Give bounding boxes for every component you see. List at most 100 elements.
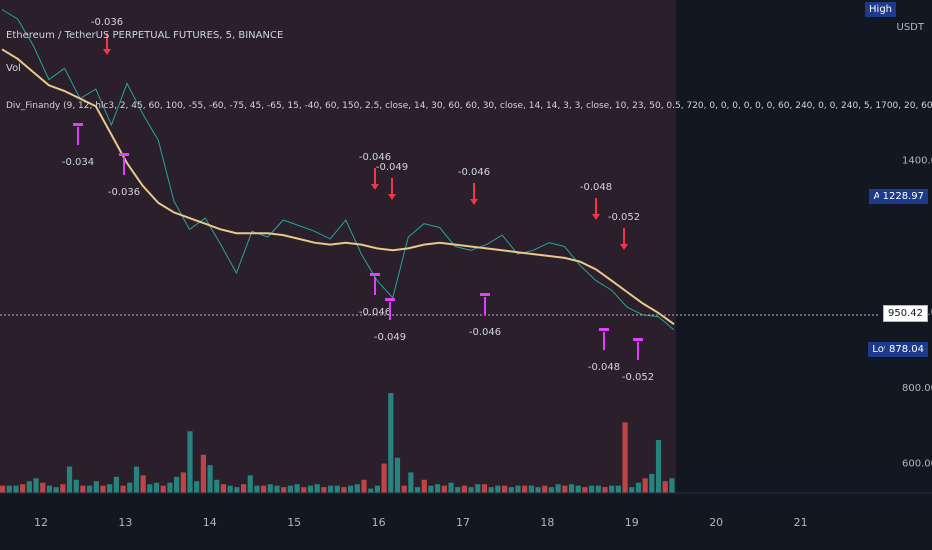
avg-tag-value: 1228.97: [878, 189, 928, 204]
moving-average-line: [1, 48, 675, 326]
volume-bar: [441, 485, 447, 493]
volume-bar: [655, 440, 662, 493]
x-tick-label: 13: [118, 516, 132, 529]
volume-bar: [535, 487, 541, 493]
signal-sell[interactable]: -0.052: [608, 212, 640, 250]
volume-bar: [73, 479, 79, 493]
signal-label: -0.046: [359, 307, 391, 318]
signal-label: -0.036: [91, 17, 123, 28]
signal-buy[interactable]: -0.046: [469, 293, 501, 338]
signal-sell[interactable]: -0.046: [458, 167, 490, 205]
volume-bar: [274, 485, 280, 493]
volume-bar: [528, 485, 534, 493]
volume-bar: [107, 484, 113, 493]
signal-buy[interactable]: -0.034: [62, 123, 94, 168]
volume-bar: [301, 487, 307, 493]
volume-bar: [160, 485, 166, 493]
volume-bar: [508, 487, 514, 493]
x-tick-label: 20: [709, 516, 723, 529]
volume-bar: [93, 481, 99, 493]
signal-sell[interactable]: -0.046: [359, 152, 391, 190]
volume-bar: [113, 476, 119, 493]
symbol-title[interactable]: Ethereum / TetherUS PERPETUAL FUTURES, 5…: [6, 30, 284, 41]
signal-sell[interactable]: -0.036: [91, 17, 123, 55]
volume-bar: [562, 485, 568, 493]
indicator-legend[interactable]: Div_Finandy (9, 12, hlc3, 2, 45, 60, 100…: [6, 101, 932, 111]
low-tag-value: 878.04: [885, 342, 928, 357]
volume-bar: [408, 472, 414, 493]
volume-bar: [13, 485, 19, 493]
volume-bar: [281, 487, 287, 493]
volume-bar: [53, 487, 59, 493]
volume-bar: [542, 485, 548, 493]
volume-bar: [66, 466, 73, 493]
volume-bar: [468, 487, 474, 493]
signal-sell[interactable]: -0.048: [580, 182, 612, 220]
signal-label: -0.046: [458, 167, 490, 178]
volume-bar: [307, 485, 314, 493]
signal-buy[interactable]: -0.049: [374, 298, 406, 343]
volume-bar: [140, 475, 146, 493]
volume-bar: [595, 485, 601, 493]
volume-bar: [207, 465, 213, 493]
volume-bar: [629, 487, 635, 493]
high-tag: High: [865, 2, 896, 17]
volume-bar: [461, 485, 468, 493]
volume-bar: [615, 485, 621, 493]
volume-bar: [662, 481, 668, 493]
volume-bar: [60, 484, 66, 493]
volume-bar: [187, 431, 193, 493]
volume-bars: [0, 393, 675, 493]
volume-bar: [133, 466, 140, 493]
volume-bar: [555, 484, 561, 493]
volume-bar: [649, 473, 655, 493]
volume-bar: [214, 479, 220, 493]
x-tick-label: 21: [794, 516, 808, 529]
signal-buy[interactable]: -0.052: [622, 338, 654, 383]
volume-bar: [287, 485, 293, 493]
volume-bar: [515, 485, 521, 493]
volume-bar: [6, 485, 12, 493]
volume-bar: [582, 487, 588, 493]
volume-bar: [334, 485, 340, 493]
volume-bar: [341, 487, 347, 493]
volume-bar: [327, 485, 334, 493]
volume-bar: [46, 485, 53, 493]
volume-bar: [481, 484, 488, 493]
volume-bar: [475, 484, 481, 493]
volume-bar: [220, 484, 227, 493]
volume-bar: [267, 484, 273, 493]
time-axis-ticks: 12 13 14 15 16 17 18 19 20 21: [34, 516, 808, 529]
volume-bar: [127, 482, 133, 493]
signal-buy[interactable]: -0.036: [108, 153, 140, 198]
x-tick-label: 12: [34, 516, 48, 529]
volume-bar: [455, 487, 461, 493]
volume-bar: [348, 485, 354, 493]
y-tick-label: 600.00: [902, 459, 932, 470]
last-price-tag: 950.42: [883, 305, 928, 322]
volume-bar: [488, 487, 494, 493]
x-tick-label: 19: [625, 516, 639, 529]
volume-bar: [33, 478, 39, 493]
volume-bar: [421, 479, 427, 493]
volume-bar: [495, 485, 501, 493]
volume-bar: [388, 393, 394, 493]
signal-sell[interactable]: -0.049: [376, 162, 408, 200]
x-tick-label: 16: [372, 516, 386, 529]
volume-bar: [87, 485, 93, 493]
signal-buy[interactable]: -0.046: [359, 273, 391, 318]
volume-legend[interactable]: Vol: [6, 63, 21, 74]
volume-bar: [20, 484, 26, 493]
x-tick-label: 17: [456, 516, 470, 529]
divergence-signals: -0.036-0.034-0.036-0.046-0.049-0.046-0.0…: [62, 17, 654, 383]
volume-bar: [428, 485, 434, 493]
volume-bar: [548, 487, 555, 493]
volume-bar: [575, 485, 581, 493]
signal-buy[interactable]: -0.048: [588, 328, 620, 373]
volume-bar: [354, 484, 360, 493]
volume-bar: [361, 479, 367, 493]
volume-bar: [200, 454, 206, 493]
volume-bar: [414, 487, 421, 493]
